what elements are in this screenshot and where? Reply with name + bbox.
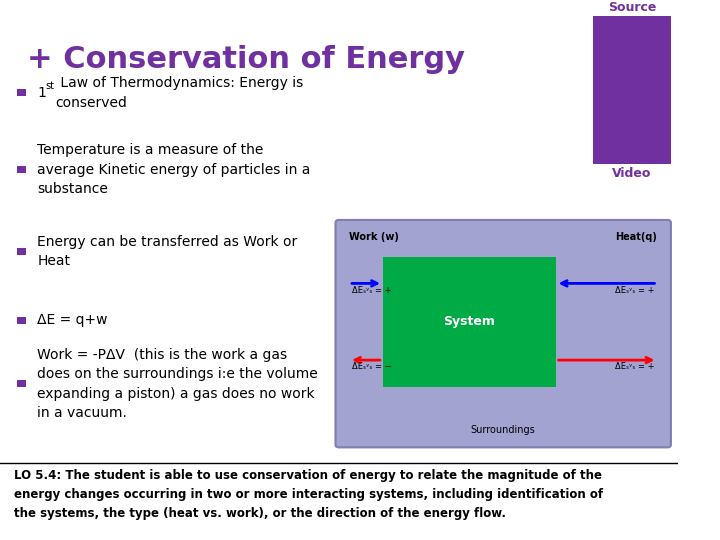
FancyBboxPatch shape xyxy=(383,257,556,387)
Text: st: st xyxy=(45,80,55,91)
Text: + Conservation of Energy: + Conservation of Energy xyxy=(27,45,465,75)
Text: ΔEₛʸₛ = −: ΔEₛʸₛ = − xyxy=(352,362,392,371)
Text: ΔEₛʸₛ = +: ΔEₛʸₛ = + xyxy=(615,286,654,294)
Text: Video: Video xyxy=(612,167,652,180)
FancyBboxPatch shape xyxy=(17,381,26,387)
Text: LO 5.4: The student is able to use conservation of energy to relate the magnitud: LO 5.4: The student is able to use conse… xyxy=(14,469,603,519)
FancyBboxPatch shape xyxy=(336,220,671,448)
Text: Source: Source xyxy=(608,1,656,14)
Text: 1: 1 xyxy=(37,86,46,100)
Text: Temperature is a measure of the
average Kinetic energy of particles in a
substan: Temperature is a measure of the average … xyxy=(37,143,310,196)
Text: ΔE = q+w: ΔE = q+w xyxy=(37,313,108,327)
Text: Surroundings: Surroundings xyxy=(471,425,536,435)
FancyBboxPatch shape xyxy=(593,16,671,164)
Text: Law of Thermodynamics: Energy is
conserved: Law of Thermodynamics: Energy is conserv… xyxy=(55,76,303,110)
Text: Work (w): Work (w) xyxy=(349,232,399,242)
Text: ΔEₛʸₛ = +: ΔEₛʸₛ = + xyxy=(615,362,654,371)
Text: Heat(q): Heat(q) xyxy=(616,232,657,242)
Text: System: System xyxy=(444,315,495,328)
Text: ΔEₛʸₛ = +: ΔEₛʸₛ = + xyxy=(352,286,391,294)
FancyBboxPatch shape xyxy=(17,317,26,324)
Text: Work = -PΔV  (this is the work a gas
does on the surroundings i:e the volume
exp: Work = -PΔV (this is the work a gas does… xyxy=(37,348,318,420)
FancyBboxPatch shape xyxy=(17,90,26,96)
FancyBboxPatch shape xyxy=(17,248,26,255)
Text: Energy can be transferred as Work or
Heat: Energy can be transferred as Work or Hea… xyxy=(37,235,297,268)
FancyBboxPatch shape xyxy=(17,166,26,173)
